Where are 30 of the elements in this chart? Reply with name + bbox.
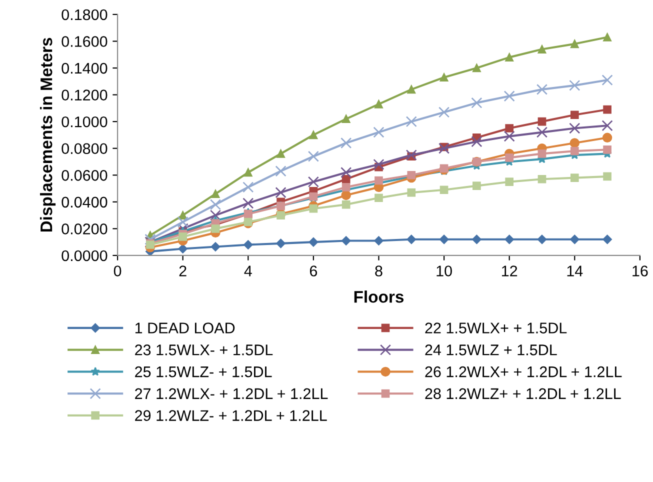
legend-label: 22 1.5WLX+ + 1.5DL	[425, 322, 567, 334]
x-tick-label: 4	[244, 266, 252, 276]
legend-label: 24 1.5WLZ + 1.5DL	[425, 344, 557, 356]
x-tick-label: 14	[567, 266, 583, 276]
y-tick-label: 0.0000	[62, 250, 108, 262]
legend-label: 25 1.5WLZ- + 1.5DL	[135, 366, 272, 378]
x-tick-label: 16	[632, 266, 648, 276]
y-tick-label: 0.1200	[62, 90, 108, 100]
y-tick-label: 0.0600	[62, 170, 108, 181]
y-tick-label: 0.1400	[62, 62, 108, 74]
legend-label: 28 1.2WLZ+ + 1.2DL + 1.2LL	[425, 388, 621, 400]
x-tick-label: 6	[310, 266, 318, 276]
legend-label: 1 DEAD LOAD	[135, 322, 235, 334]
y-axis-title: Displacements in Meters	[40, 38, 56, 232]
x-axis-title: Floors	[354, 290, 404, 303]
y-tick-label: 0.1000	[62, 116, 108, 128]
y-tick-label: 0.0800	[62, 143, 108, 154]
y-tick-label: 0.1800	[62, 9, 108, 20]
x-tick-label: 2	[179, 266, 186, 276]
legend-label: 23 1.5WLX- + 1.5DL	[135, 344, 273, 356]
x-tick-label: 0	[114, 266, 122, 276]
x-tick-label: 12	[502, 266, 518, 276]
y-tick-label: 0.0400	[62, 196, 108, 208]
legend-label: 26 1.2WLX+ + 1.2DL + 1.2LL	[425, 366, 622, 378]
legend-label: 27 1.2WLX- + 1.2DL + 1.2LL	[135, 388, 328, 399]
legend-label: 29 1.2WLZ- + 1.2DL + 1.2LL	[135, 410, 327, 421]
x-tick-label: 10	[436, 266, 452, 276]
x-tick-label: 8	[375, 266, 382, 276]
y-tick-label: 0.1600	[62, 36, 108, 47]
y-tick-label: 0.0200	[62, 224, 108, 234]
